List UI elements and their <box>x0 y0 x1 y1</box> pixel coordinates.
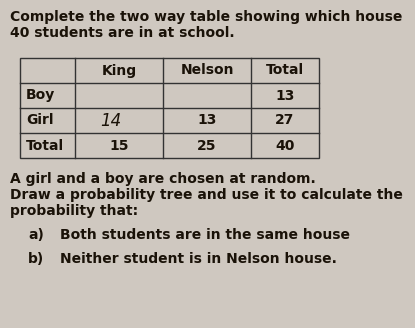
Text: 13: 13 <box>275 89 295 102</box>
Text: 40: 40 <box>275 138 295 153</box>
Text: Total: Total <box>26 138 64 153</box>
Text: probability that:: probability that: <box>10 204 138 218</box>
Text: Girl: Girl <box>26 113 54 128</box>
Text: Draw a probability tree and use it to calculate the: Draw a probability tree and use it to ca… <box>10 188 403 202</box>
Text: Complete the two way table showing which house: Complete the two way table showing which… <box>10 10 403 24</box>
Text: b): b) <box>28 252 44 266</box>
Text: 15: 15 <box>109 138 129 153</box>
Text: Nelson: Nelson <box>180 64 234 77</box>
Bar <box>20 58 319 158</box>
Text: 13: 13 <box>197 113 217 128</box>
Text: Both students are in the same house: Both students are in the same house <box>60 228 350 242</box>
Text: King: King <box>101 64 137 77</box>
Text: Neither student is in Nelson house.: Neither student is in Nelson house. <box>60 252 337 266</box>
Text: 40 students are in at school.: 40 students are in at school. <box>10 26 234 40</box>
Text: 14: 14 <box>100 112 122 130</box>
Text: a): a) <box>28 228 44 242</box>
Text: 25: 25 <box>197 138 217 153</box>
Text: Boy: Boy <box>26 89 55 102</box>
Text: 27: 27 <box>275 113 295 128</box>
Text: Total: Total <box>266 64 304 77</box>
Text: A girl and a boy are chosen at random.: A girl and a boy are chosen at random. <box>10 172 316 186</box>
